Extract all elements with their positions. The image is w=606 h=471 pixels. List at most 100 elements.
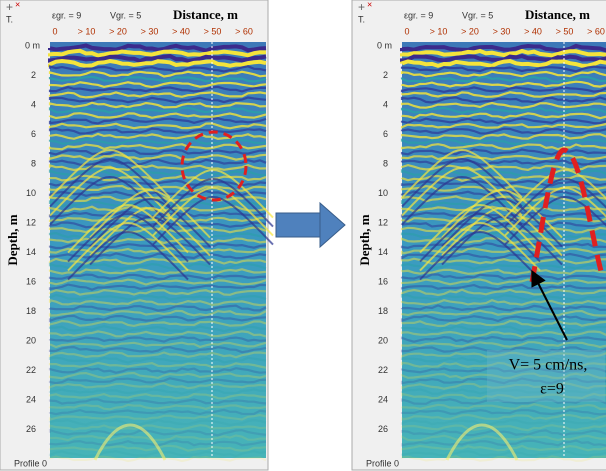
reflection <box>48 91 267 99</box>
y-tick-label: 0 m <box>377 40 392 50</box>
reflection <box>48 65 267 73</box>
hyperbola <box>401 166 523 217</box>
reflection <box>400 91 606 98</box>
hyperbola <box>401 157 523 208</box>
reflection <box>48 444 267 452</box>
reflection <box>48 314 267 323</box>
y-tick-label: 22 <box>378 365 388 375</box>
hyperbola <box>419 212 541 263</box>
reflection <box>48 48 267 58</box>
reflection <box>48 330 267 338</box>
y-title: Depth, m <box>357 214 372 265</box>
reflection <box>48 455 267 463</box>
reflection <box>48 117 267 125</box>
bottom-hyperbola <box>93 423 167 461</box>
reflection <box>48 351 267 359</box>
reflection <box>400 319 606 327</box>
reflection <box>48 138 267 145</box>
x-icon: × <box>15 0 20 9</box>
reflection <box>400 367 606 374</box>
y-tick-label: 2 <box>31 70 36 80</box>
reflection <box>48 335 267 343</box>
reflection <box>48 428 267 437</box>
reflection <box>400 387 606 395</box>
reflection <box>400 293 606 302</box>
reflection <box>48 143 267 151</box>
footer: Profile 0 <box>14 458 47 468</box>
reflection <box>48 106 267 114</box>
x-tick-label: > 30 <box>493 26 511 36</box>
hyperbola <box>152 168 274 219</box>
x-tick-label: 0 <box>52 26 57 36</box>
x-tick-label: > 20 <box>109 26 127 36</box>
hyperbola <box>49 157 171 208</box>
y-tick-label: 20 <box>26 335 36 345</box>
hyperbola <box>67 221 189 272</box>
reflection <box>48 361 267 369</box>
y-tick-label: 10 <box>378 188 388 198</box>
y-tick-label: 14 <box>26 247 36 257</box>
reflection <box>400 252 606 260</box>
reflection <box>400 257 606 265</box>
y-tick-label: 18 <box>26 306 36 316</box>
x-tick-label: > 20 <box>461 26 479 36</box>
reflection <box>48 58 267 68</box>
reflection <box>48 418 267 427</box>
reflection <box>400 434 606 442</box>
y-tick-label: 4 <box>383 99 388 109</box>
y-tick-label: 22 <box>26 365 36 375</box>
reflection <box>400 54 606 63</box>
reflection <box>400 169 606 177</box>
y-title: Depth, m <box>5 214 20 265</box>
reflection <box>400 101 606 109</box>
reflection <box>400 325 606 333</box>
hyperbola <box>504 168 606 219</box>
reflection <box>48 413 267 422</box>
reflection <box>400 127 606 135</box>
y-tick-label: 12 <box>26 217 36 227</box>
reflection <box>400 283 606 291</box>
reflection <box>48 247 267 255</box>
y-tick-label: 24 <box>26 394 36 404</box>
hyperbola <box>67 203 189 254</box>
reflection <box>48 122 267 130</box>
x-tick-label: > 50 <box>204 26 222 36</box>
cursor-icon: + <box>358 0 365 14</box>
reflection <box>400 356 606 364</box>
hyperbola <box>401 175 523 226</box>
reflection <box>400 351 606 358</box>
x-tick-label: > 10 <box>430 26 448 36</box>
annotation-arrow <box>531 269 568 341</box>
eps-label: εgr. = 9 <box>52 10 81 20</box>
cursor-icon: + <box>6 0 13 14</box>
y-tick-label: 12 <box>378 217 388 227</box>
bottom-hyperbola <box>445 423 519 461</box>
hyperbola <box>419 203 541 254</box>
reflection <box>400 377 606 385</box>
reflection <box>400 48 606 58</box>
reflection <box>48 392 267 400</box>
reflection <box>400 122 606 129</box>
reflection <box>400 382 606 390</box>
reflection <box>48 70 267 78</box>
reflection <box>400 148 606 156</box>
reflection <box>400 268 606 276</box>
hyperbola <box>504 186 606 237</box>
reflection <box>400 163 606 172</box>
reflection <box>48 288 267 296</box>
reflection <box>400 403 606 411</box>
reflection <box>48 403 267 411</box>
reflection <box>48 148 267 156</box>
y-tick-label: 10 <box>26 188 36 198</box>
vel-label: Vgr. = 5 <box>110 10 141 20</box>
hyperbola <box>89 197 211 248</box>
reflection <box>400 408 606 416</box>
y-tick-label: 4 <box>31 99 36 109</box>
hyperbola <box>49 175 171 226</box>
reflection <box>48 450 267 458</box>
reflection <box>400 361 606 369</box>
reflection <box>400 117 606 125</box>
reflection <box>48 127 267 135</box>
hyperbola <box>49 166 171 217</box>
